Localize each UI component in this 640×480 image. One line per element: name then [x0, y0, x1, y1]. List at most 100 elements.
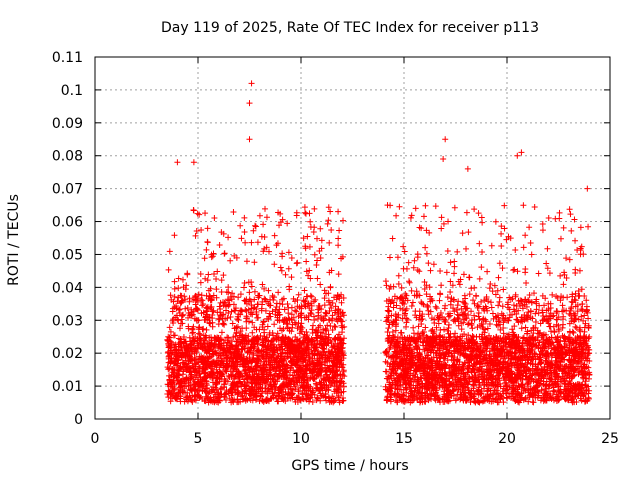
data-point	[193, 316, 200, 323]
data-point	[312, 296, 319, 303]
data-point	[456, 281, 463, 288]
data-point	[260, 351, 267, 358]
data-point	[501, 202, 508, 209]
data-point	[310, 298, 317, 305]
data-point	[254, 314, 261, 321]
data-point	[233, 346, 240, 353]
data-point	[199, 396, 206, 403]
data-point	[230, 399, 237, 406]
data-point	[246, 289, 253, 296]
data-point	[167, 391, 174, 398]
data-point	[484, 268, 491, 275]
data-point	[188, 306, 195, 313]
data-point	[280, 372, 287, 379]
data-point	[198, 227, 205, 234]
data-point	[323, 310, 330, 317]
data-point	[252, 222, 259, 229]
data-point	[254, 352, 261, 359]
data-point	[337, 361, 344, 368]
data-point	[311, 205, 318, 212]
data-point	[225, 339, 232, 346]
data-point	[389, 235, 396, 242]
data-point	[300, 235, 307, 242]
data-point	[198, 377, 205, 384]
data-point	[322, 326, 329, 333]
data-point	[207, 285, 214, 292]
data-point	[241, 381, 248, 388]
data-point	[249, 329, 256, 336]
data-point	[179, 276, 186, 283]
data-point	[298, 305, 305, 312]
data-point	[312, 334, 319, 341]
data-point	[296, 349, 303, 356]
data-point	[335, 394, 342, 401]
data-point	[406, 278, 413, 285]
data-point	[218, 358, 225, 365]
data-point	[192, 334, 199, 341]
data-point	[211, 340, 218, 347]
data-point	[275, 359, 282, 366]
data-point	[334, 386, 341, 393]
data-point	[337, 371, 344, 378]
data-point	[279, 216, 286, 223]
data-points	[164, 80, 593, 406]
data-point	[253, 362, 260, 369]
data-point	[241, 297, 248, 304]
data-point	[267, 341, 274, 348]
data-point	[469, 325, 476, 332]
data-point	[218, 229, 225, 236]
data-point	[178, 312, 185, 319]
data-point	[313, 397, 320, 404]
data-point	[276, 300, 283, 307]
data-point	[168, 296, 175, 303]
data-point	[258, 368, 265, 375]
data-point	[239, 357, 246, 364]
data-point	[263, 214, 270, 221]
data-point	[288, 255, 295, 262]
data-point	[220, 355, 227, 362]
data-point	[308, 336, 315, 343]
data-point	[251, 340, 258, 347]
data-point	[318, 245, 325, 252]
data-point	[279, 296, 286, 303]
data-point	[401, 248, 408, 255]
data-point	[213, 386, 220, 393]
data-point	[267, 359, 274, 366]
data-point	[306, 267, 313, 274]
data-point	[194, 388, 201, 395]
data-point	[164, 381, 171, 388]
data-point	[288, 348, 295, 355]
data-point	[329, 349, 336, 356]
data-point	[559, 302, 566, 309]
data-point	[222, 302, 229, 309]
data-point	[395, 280, 402, 287]
data-point	[421, 286, 428, 293]
data-point	[202, 275, 209, 282]
data-point	[294, 394, 301, 401]
data-point	[196, 324, 203, 331]
data-point	[496, 298, 503, 305]
data-point	[229, 290, 236, 297]
data-point	[285, 375, 292, 382]
data-point	[326, 317, 333, 324]
data-point	[487, 280, 494, 287]
data-point	[585, 223, 592, 230]
data-point	[314, 275, 321, 282]
data-point	[293, 260, 300, 267]
data-point	[313, 261, 320, 268]
data-point	[174, 361, 181, 368]
data-point	[201, 255, 208, 262]
data-point	[169, 317, 176, 324]
data-point	[210, 359, 217, 366]
data-point	[185, 323, 192, 330]
data-point	[223, 368, 230, 375]
data-point	[319, 361, 326, 368]
data-point	[444, 327, 451, 334]
data-point	[226, 358, 233, 365]
data-point	[243, 258, 250, 265]
data-point	[186, 334, 193, 341]
data-point	[498, 242, 505, 249]
data-point	[301, 204, 308, 211]
data-point	[278, 267, 285, 274]
data-point	[275, 387, 282, 394]
